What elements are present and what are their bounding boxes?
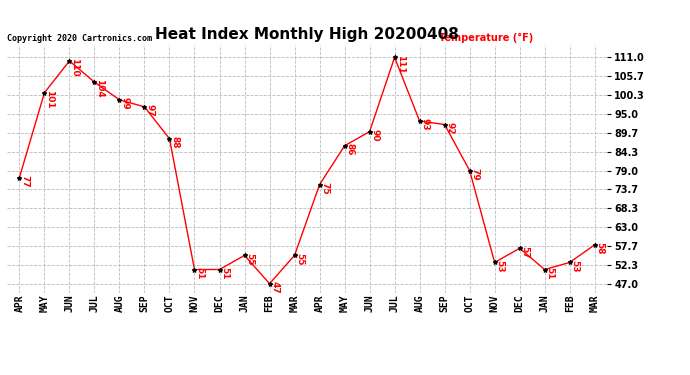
Text: 51: 51 [546, 267, 555, 279]
Text: 92: 92 [446, 122, 455, 134]
Point [289, 252, 300, 258]
Point [414, 118, 425, 124]
Text: 111: 111 [395, 55, 404, 74]
Point [589, 242, 600, 248]
Point [564, 260, 575, 266]
Point [364, 129, 375, 135]
Text: 77: 77 [21, 175, 30, 188]
Text: 79: 79 [471, 168, 480, 180]
Point [464, 168, 475, 174]
Point [64, 58, 75, 64]
Point [14, 175, 25, 181]
Point [139, 104, 150, 110]
Text: 75: 75 [321, 182, 330, 195]
Point [514, 245, 525, 251]
Point [189, 267, 200, 273]
Text: 90: 90 [371, 129, 380, 141]
Point [439, 122, 450, 128]
Point [164, 136, 175, 142]
Point [39, 90, 50, 96]
Point [89, 79, 100, 85]
Text: 86: 86 [346, 143, 355, 156]
Text: 47: 47 [270, 281, 279, 294]
Text: 51: 51 [195, 267, 204, 279]
Point [264, 280, 275, 286]
Text: 53: 53 [571, 260, 580, 272]
Text: 101: 101 [46, 90, 55, 109]
Title: Heat Index Monthly High 20200408: Heat Index Monthly High 20200408 [155, 27, 459, 42]
Point [389, 54, 400, 60]
Text: 58: 58 [595, 242, 604, 255]
Text: 55: 55 [246, 253, 255, 265]
Point [314, 182, 325, 188]
Text: 93: 93 [421, 118, 430, 131]
Text: 104: 104 [95, 80, 104, 98]
Point [539, 267, 550, 273]
Text: 110: 110 [70, 58, 79, 77]
Text: 53: 53 [495, 260, 504, 272]
Text: 88: 88 [170, 136, 179, 148]
Point [114, 97, 125, 103]
Text: 57: 57 [521, 246, 530, 258]
Text: 51: 51 [221, 267, 230, 279]
Point [339, 143, 350, 149]
Text: Copyright 2020 Cartronics.com: Copyright 2020 Cartronics.com [7, 33, 152, 42]
Text: Temperature (°F): Temperature (°F) [439, 33, 533, 42]
Text: 97: 97 [146, 104, 155, 117]
Point [214, 267, 225, 273]
Text: 99: 99 [121, 97, 130, 110]
Point [489, 260, 500, 266]
Point [239, 252, 250, 258]
Text: 55: 55 [295, 253, 304, 265]
